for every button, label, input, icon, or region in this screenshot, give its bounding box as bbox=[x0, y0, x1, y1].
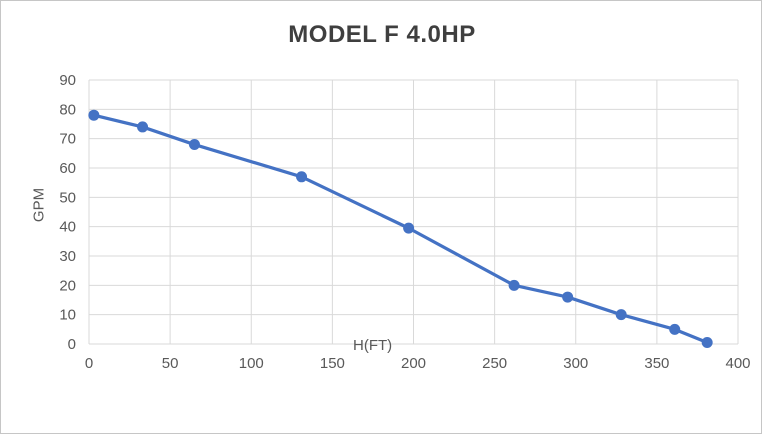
y-tick-label: 20 bbox=[59, 277, 76, 294]
chart-title: MODEL F 4.0HP bbox=[288, 21, 476, 48]
x-tick-label: 250 bbox=[482, 355, 507, 372]
y-tick-label: 80 bbox=[59, 101, 76, 118]
data-point-marker bbox=[403, 222, 415, 234]
x-tick-label: 150 bbox=[320, 355, 345, 372]
y-tick-label: 50 bbox=[59, 189, 76, 206]
data-point-marker bbox=[137, 121, 149, 133]
data-point-marker bbox=[88, 109, 100, 121]
data-point-marker bbox=[188, 139, 200, 151]
y-tick-label: 90 bbox=[59, 72, 76, 89]
data-point-marker bbox=[615, 309, 627, 321]
data-point-marker bbox=[296, 171, 308, 183]
data-point-marker bbox=[669, 323, 681, 335]
y-tick-label: 0 bbox=[68, 336, 76, 353]
series-line bbox=[92, 113, 709, 345]
x-tick-label: 100 bbox=[239, 355, 264, 372]
x-tick-label: 50 bbox=[162, 355, 179, 372]
data-point-marker bbox=[562, 291, 574, 303]
x-tick-label: 350 bbox=[644, 355, 669, 372]
x-tick-label: 300 bbox=[563, 355, 588, 372]
y-tick-label: 40 bbox=[59, 219, 76, 236]
data-point-marker bbox=[701, 337, 713, 349]
x-axis-title: H(FT) bbox=[353, 337, 393, 354]
x-tick-label: 400 bbox=[725, 355, 750, 372]
x-tick-label: 0 bbox=[85, 355, 93, 372]
x-tick-label: 200 bbox=[401, 355, 426, 372]
y-tick-label: 70 bbox=[59, 131, 76, 148]
y-axis-title: GPM bbox=[30, 187, 48, 223]
y-tick-label: 10 bbox=[59, 307, 76, 324]
y-tick-label: 60 bbox=[59, 160, 76, 177]
data-point-marker bbox=[508, 279, 520, 291]
y-tick-label: 30 bbox=[59, 248, 76, 265]
